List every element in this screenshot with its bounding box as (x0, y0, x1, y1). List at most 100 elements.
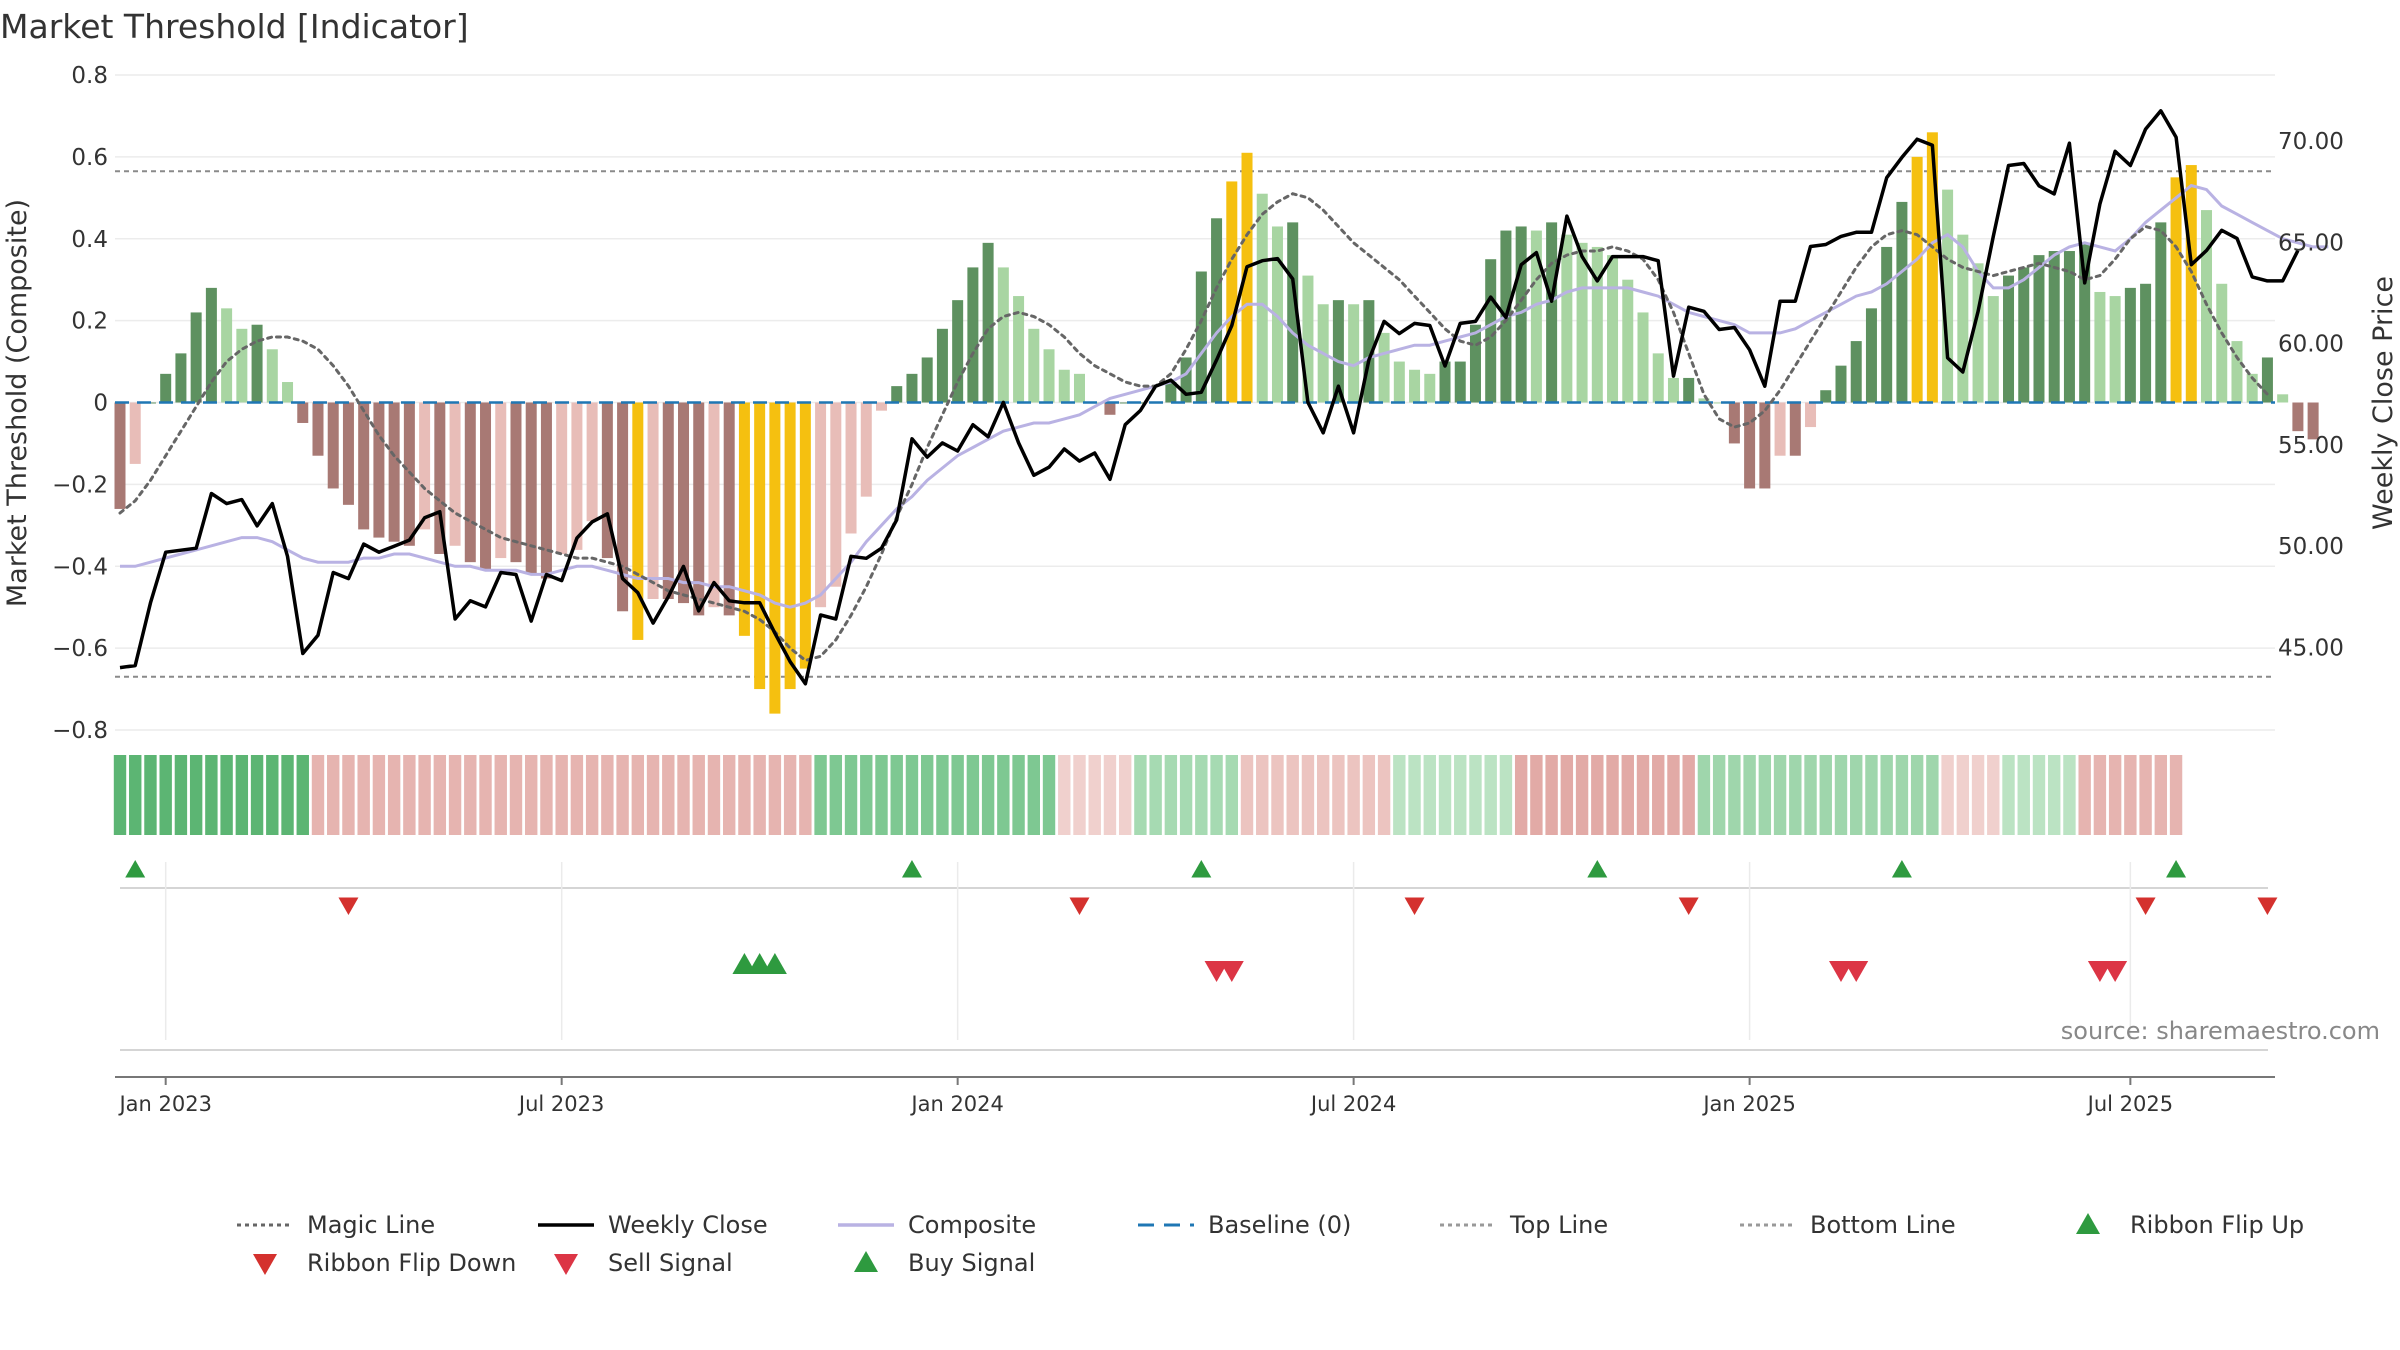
signal-marker (338, 897, 359, 915)
ribbon-cell (311, 755, 325, 835)
ribbon-cell (1910, 755, 1924, 835)
ribbon-cell (662, 755, 675, 835)
ribbon-cell (387, 755, 401, 835)
legend-label: Ribbon Flip Down (307, 1249, 516, 1277)
left-axis-label: Market Threshold (Composite) (2, 199, 33, 607)
signal-marker (2087, 961, 2112, 982)
composite-bar (738, 402, 750, 636)
composite-bar (1241, 152, 1253, 403)
composite-bar (571, 402, 583, 550)
signal-marker (1219, 961, 1244, 982)
composite-bar (1865, 308, 1877, 403)
right-tick-label: 60.00 (2278, 332, 2344, 358)
ribbon-cell (113, 755, 127, 835)
ribbon-cell (1377, 755, 1391, 835)
ribbon-cell (1393, 755, 1406, 835)
composite-bar (1805, 402, 1817, 428)
composite-bar (967, 267, 979, 403)
right-tick-label: 45.00 (2278, 635, 2344, 661)
legend-swatch (854, 1251, 878, 1272)
composite-bar (1302, 275, 1314, 403)
composite-bar (342, 402, 354, 505)
composite-bar (1622, 279, 1634, 403)
composite-bar (830, 402, 842, 587)
ribbon-cell (905, 755, 919, 835)
ribbon-cell (1530, 755, 1543, 835)
composite-bar (1972, 263, 1984, 403)
composite-bar (1378, 332, 1390, 403)
composite-bar (601, 402, 613, 559)
ribbon-cell (1758, 755, 1772, 835)
composite-bar (1104, 402, 1116, 415)
composite-bar (1211, 218, 1223, 403)
ribbon-cell (1103, 755, 1117, 835)
composite-bar (647, 402, 659, 599)
ribbon-cell (753, 755, 766, 835)
composite-bar (1683, 377, 1695, 403)
x-tick-label: Jul 2024 (1309, 1092, 1396, 1116)
ribbon-cell (738, 755, 751, 835)
signal-rows (120, 860, 2278, 1051)
composite-bar (129, 402, 141, 464)
legend-item: Weekly Close (538, 1211, 768, 1239)
signal-marker (732, 953, 757, 974)
composite-bar (2246, 373, 2258, 403)
source-credit: source: sharemaestro.com (2061, 1017, 2380, 1045)
signal-marker (1204, 961, 1229, 982)
ribbon-cell (1743, 755, 1756, 835)
composite-bar (266, 349, 278, 403)
composite-bar (556, 402, 568, 554)
ribbon-cell (1058, 755, 1071, 835)
ribbon-cell (2078, 755, 2091, 835)
ribbon-cell (1484, 755, 1497, 835)
signal-marker (762, 953, 787, 974)
composite-bar (1561, 234, 1573, 403)
composite-bar (2079, 242, 2091, 403)
ribbon-cell (1332, 755, 1345, 835)
composite-bar (1530, 230, 1542, 403)
signal-marker (2166, 860, 2187, 878)
ribbon-cell (1469, 755, 1482, 835)
ribbon-cell (540, 755, 553, 835)
ribbon-cell (936, 755, 949, 835)
legend-item: Buy Signal (854, 1249, 1035, 1277)
ribbon-cell (646, 755, 660, 835)
composite-bar (662, 402, 674, 599)
x-tick-label: Jul 2025 (2086, 1092, 2173, 1116)
ribbon-cell (1606, 755, 1619, 835)
ribbon-cell (2093, 755, 2107, 835)
ribbon-cell (189, 755, 203, 835)
composite-bar (1881, 246, 1893, 403)
ribbon-cell (1438, 755, 1452, 835)
right-axis-label: Weekly Close Price (2368, 276, 2399, 530)
ribbon-cell (814, 755, 827, 835)
composite-bar (1119, 402, 1131, 404)
composite-bar (419, 402, 431, 530)
composite-bar (586, 402, 598, 522)
ribbon-cell (403, 755, 416, 835)
composite-bar (1713, 402, 1725, 404)
signal-marker (1828, 961, 1853, 982)
ribbon-cell (631, 755, 645, 835)
legend-swatch (253, 1254, 277, 1275)
ribbon-cell (479, 755, 492, 835)
composite-bar (1942, 189, 1954, 403)
composite-bar (2292, 402, 2304, 432)
ribbon-cell (2002, 755, 2015, 835)
ribbon-cell (1728, 755, 1741, 835)
composite-bar (1028, 328, 1040, 403)
left-tick-label: −0.6 (52, 636, 108, 662)
series-lines (118, 109, 2329, 686)
composite-bar (449, 402, 461, 546)
composite-bar (358, 402, 370, 530)
composite-bar (723, 402, 735, 616)
ribbon-cell (1682, 755, 1695, 835)
ribbon-cell (829, 755, 843, 835)
ribbon-cell (2032, 755, 2046, 835)
composite-bar (1058, 369, 1070, 403)
composite-bar (388, 402, 400, 542)
composite-bar (2155, 222, 2167, 403)
composite-bar (982, 242, 994, 403)
composite-bar (952, 300, 964, 403)
ribbon-cell (1575, 755, 1589, 835)
